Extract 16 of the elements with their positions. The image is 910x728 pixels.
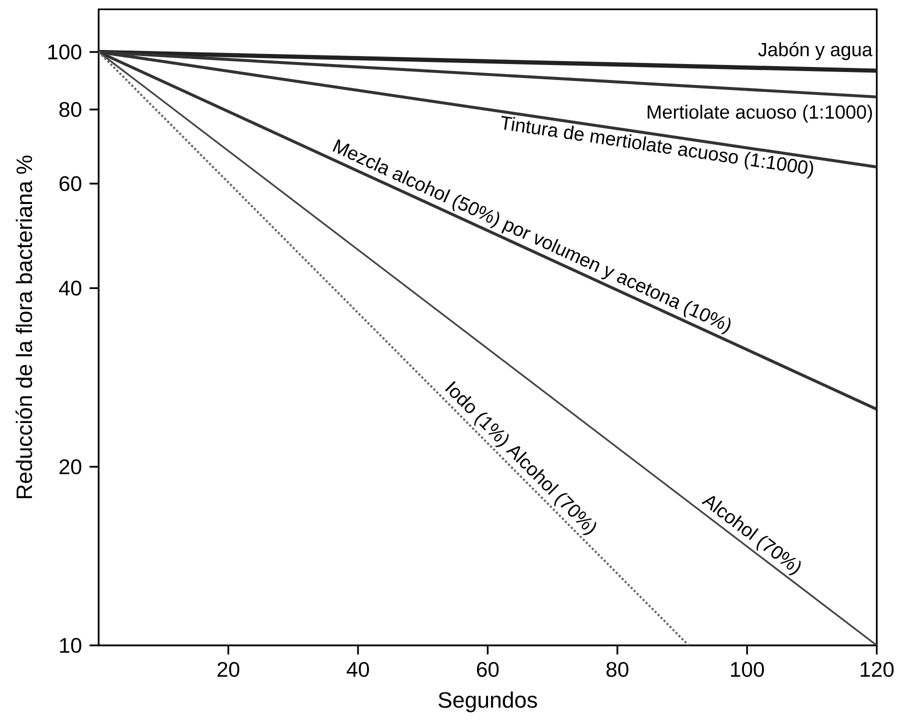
x-tick-label: 120 bbox=[860, 662, 894, 678]
y-axis-title: Reducción de la flora bacteriana % bbox=[16, 156, 32, 498]
y-tick-label: 60 bbox=[60, 176, 82, 192]
y-tick-label: 100 bbox=[48, 44, 82, 60]
y-tick-label: 80 bbox=[59, 102, 82, 118]
y-tick-label: 20 bbox=[60, 459, 82, 474]
x-tick-label: 20 bbox=[218, 662, 240, 678]
series-label: Jabón y agua bbox=[758, 42, 872, 60]
x-tick-label: 80 bbox=[606, 662, 628, 678]
x-tick-label: 40 bbox=[346, 662, 369, 678]
y-tick-label: 10 bbox=[60, 638, 82, 653]
x-tick-label: 100 bbox=[731, 662, 764, 678]
y-tick-label: 40 bbox=[59, 280, 82, 296]
series-label: Mertiolate acuoso (1:1000) bbox=[648, 104, 872, 123]
x-axis-title: Segundos bbox=[438, 692, 537, 712]
x-tick-label: 60 bbox=[476, 662, 499, 678]
